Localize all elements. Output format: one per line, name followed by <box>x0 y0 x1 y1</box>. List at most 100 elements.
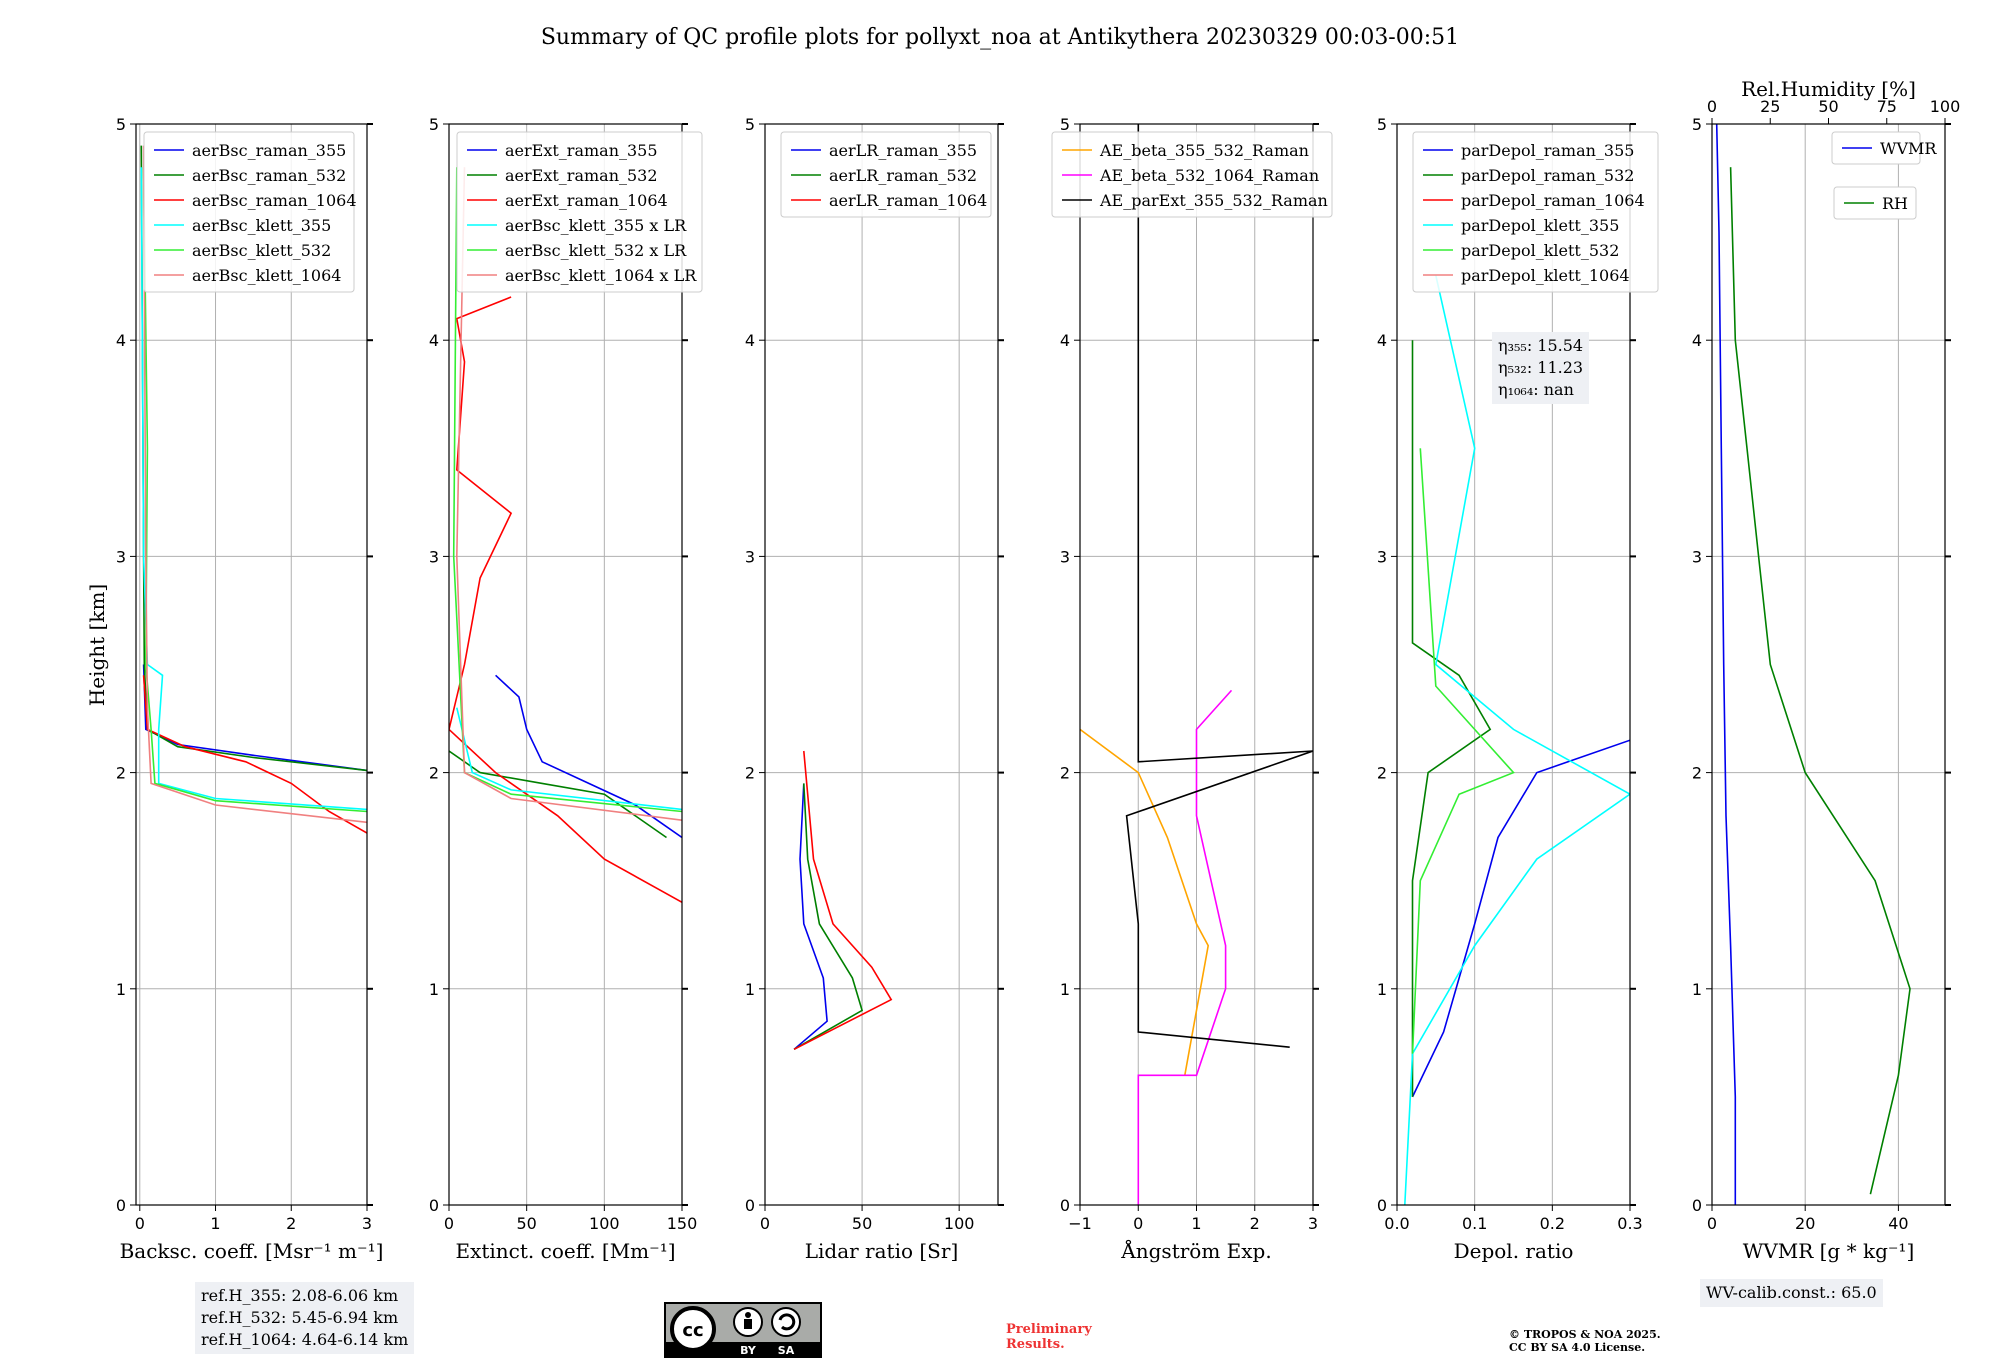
axes-frame <box>1711 123 1946 1206</box>
reference-height-box: ref.H_355: 2.08-6.06 km ref.H_532: 5.45-… <box>195 1282 415 1354</box>
legend-item: aerExt_raman_1064 <box>505 191 668 210</box>
x-tick-label: 40 <box>1888 1214 1908 1233</box>
legend-box <box>780 131 992 218</box>
x-tick-label: 50 <box>852 1214 872 1233</box>
legend-box <box>1831 131 1921 165</box>
x-tick-label: 0.0 <box>1384 1214 1409 1233</box>
series-aerBsc_klett_1064 <box>142 145 367 824</box>
legend-item: aerBsc_klett_1064 <box>192 266 341 285</box>
eta-355: η₃₅₅: 15.54 <box>1498 336 1584 355</box>
x-tick-label: 100 <box>589 1214 620 1233</box>
cc-by-sa-badge: cc BY SA <box>664 1302 822 1358</box>
x-tick-label: 150 <box>667 1214 698 1233</box>
x-tick-label: 0.2 <box>1540 1214 1565 1233</box>
panel-backscatter: 0 1 2 3 4 5 0 1 2 3 Backsc. coeff. [Msr⁻¹ m⁻¹] aerB… <box>116 115 384 1263</box>
y-tick-label: 2 <box>1377 764 1387 783</box>
copyright-line-1: © TROPOS & NOA 2025. <box>1509 1328 1661 1341</box>
y-tick-label: 0 <box>429 1196 439 1215</box>
legend-box <box>143 131 355 293</box>
series-group <box>1404 275 1630 1205</box>
series-group <box>1080 124 1313 1205</box>
legend-item: AE_beta_532_1064_Raman <box>1099 166 1319 185</box>
x-tick-label: 2 <box>1250 1214 1260 1233</box>
series-RH <box>1729 167 1911 1195</box>
series-aerExt_raman_355 <box>495 674 682 839</box>
legend-item: parDepol_raman_355 <box>1461 141 1634 160</box>
y-tick-label: 5 <box>1692 115 1702 134</box>
legend-item: aerBsc_klett_355 x LR <box>505 216 687 235</box>
x-tick-label: 1 <box>210 1214 220 1233</box>
x-tick-label: 50 <box>516 1214 536 1233</box>
eta-1064: η₁₀₆₄: nan <box>1498 380 1574 399</box>
legend: aerLR_raman_355 aerLR_raman_532 aerLR_rama… <box>780 131 992 218</box>
y-tick-label: 1 <box>1377 980 1387 999</box>
legend-item: aerLR_raman_1064 <box>829 191 987 210</box>
series-aerBsc_klett_532 <box>142 167 367 813</box>
cc-logo-text: cc <box>682 1320 703 1341</box>
y-tick-label: 4 <box>1060 331 1070 350</box>
legend-item: parDepol_klett_355 <box>1461 216 1619 235</box>
y-tick-label: 5 <box>1060 115 1070 134</box>
x-axis-label: Lidar ratio [Sr] <box>805 1239 959 1263</box>
preliminary-line-1: Preliminary <box>1006 1322 1092 1337</box>
y-tick-label: 4 <box>429 331 439 350</box>
legend-item: aerBsc_raman_532 <box>192 166 346 185</box>
x-tick-label: 0.3 <box>1617 1214 1642 1233</box>
figure-title: Summary of QC profile plots for pollyxt_… <box>541 25 1459 50</box>
sa-share-icon <box>771 1307 801 1337</box>
x-axis-label: Depol. ratio <box>1454 1239 1574 1263</box>
x-axis-label: Ångström Exp. <box>1120 1238 1271 1263</box>
legend: AE_beta_355_532_Raman AE_beta_532_1064_Ra… <box>1051 131 1333 218</box>
y-tick-label: 1 <box>1692 980 1702 999</box>
y-tick-label: 2 <box>429 764 439 783</box>
legend-item: aerBsc_klett_532 <box>192 241 331 260</box>
preliminary-line-2: Results. <box>1006 1337 1065 1352</box>
y-tick-label: 1 <box>116 980 126 999</box>
y-tick-label: 5 <box>745 115 755 134</box>
series-AE_beta_532_1064_Raman <box>1137 689 1233 1205</box>
series-aerExt_raman_1064 <box>449 296 682 903</box>
y-axis-label: Height [km] <box>85 584 109 706</box>
x-tick-label: 0 <box>760 1214 770 1233</box>
y-tick-label: 2 <box>1692 764 1702 783</box>
legend-item: AE_beta_355_532_Raman <box>1099 141 1309 160</box>
ref-height-1064: ref.H_1064: 4.64-6.14 km <box>201 1330 409 1349</box>
y-tick-label: 3 <box>745 547 755 566</box>
top-axis-label: Rel.Humidity [%] <box>1741 77 1916 101</box>
legend-box <box>1051 131 1333 218</box>
axes-frame <box>135 123 368 1206</box>
x-tick-label: 1 <box>1191 1214 1201 1233</box>
series-aerBsc_klett_355 x LR <box>456 707 682 811</box>
y-tick-label: 3 <box>116 547 126 566</box>
top-tick-label: 0 <box>1707 97 1717 116</box>
legend-item: parDepol_klett_532 <box>1461 241 1619 260</box>
y-tick-label: 3 <box>1692 547 1702 566</box>
series-group <box>140 145 367 834</box>
y-tick-label: 0 <box>1377 1196 1387 1215</box>
x-tick-label: 3 <box>362 1214 372 1233</box>
series-aerLR_raman_355 <box>793 783 828 1050</box>
y-tick-label: 0 <box>745 1196 755 1215</box>
legend-item: aerBsc_raman_1064 <box>192 191 357 210</box>
legend-item: aerExt_raman_532 <box>505 166 658 185</box>
x-axis-label: Extinct. coeff. [Mm⁻¹] <box>455 1239 675 1263</box>
panel-depol: 0 1 2 3 4 5 0.0 0.1 0.2 0.3 Depol. ratio parDepol_r… <box>1377 115 1659 1263</box>
y-tick-label: 4 <box>745 331 755 350</box>
y-tick-label: 5 <box>1377 115 1387 134</box>
x-tick-label: 0 <box>1707 1214 1717 1233</box>
ref-height-532: ref.H_532: 5.45-6.94 km <box>201 1308 399 1327</box>
sa-label: SA <box>778 1344 795 1357</box>
y-tick-label: 0 <box>1060 1196 1070 1215</box>
series-aerBsc_klett_1064 x LR <box>455 167 682 821</box>
legend-item: aerBsc_klett_532 x LR <box>505 241 687 260</box>
y-tick-label: 4 <box>1692 331 1702 350</box>
series-aerBsc_klett_355 <box>140 167 367 811</box>
x-tick-label: 20 <box>1795 1214 1815 1233</box>
copyright-line-2: CC BY SA 4.0 License. <box>1509 1341 1646 1354</box>
y-tick-label: 0 <box>116 1196 126 1215</box>
axes-frame <box>448 123 683 1206</box>
axes-frame <box>1396 123 1631 1206</box>
